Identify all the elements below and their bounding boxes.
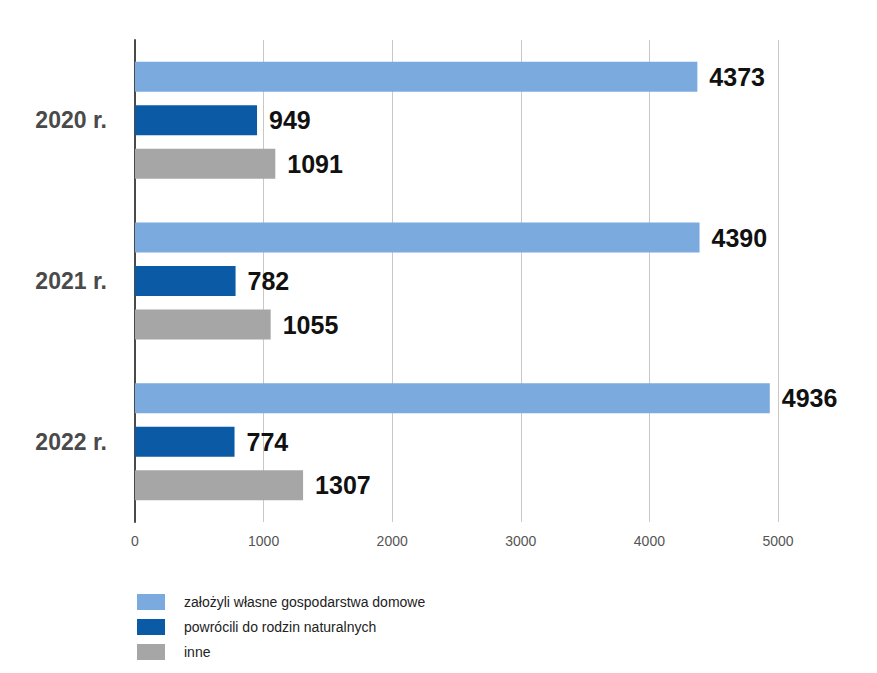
svg-text:2022 r.: 2022 r. <box>35 429 107 455</box>
svg-text:powrócili do rodzin naturalnyc: powrócili do rodzin naturalnych <box>184 619 376 635</box>
svg-text:1307: 1307 <box>315 471 371 499</box>
svg-text:4373: 4373 <box>709 63 765 91</box>
svg-text:inne: inne <box>184 644 211 660</box>
svg-text:1055: 1055 <box>283 311 339 339</box>
svg-text:1000: 1000 <box>248 533 279 549</box>
svg-text:949: 949 <box>269 106 311 134</box>
svg-text:3000: 3000 <box>505 533 536 549</box>
svg-text:774: 774 <box>247 428 289 456</box>
svg-text:4000: 4000 <box>634 533 665 549</box>
svg-text:2000: 2000 <box>377 533 408 549</box>
svg-text:0: 0 <box>131 533 139 549</box>
svg-text:5000: 5000 <box>762 533 793 549</box>
svg-text:4936: 4936 <box>782 384 838 412</box>
svg-text:1091: 1091 <box>287 150 343 178</box>
svg-text:782: 782 <box>248 267 290 295</box>
svg-text:2021 r.: 2021 r. <box>35 268 107 294</box>
svg-text:4390: 4390 <box>712 224 768 252</box>
svg-text:2020 r.: 2020 r. <box>35 107 107 133</box>
svg-text:założyli własne gospodarstwa d: założyli własne gospodarstwa domowe <box>184 594 425 610</box>
